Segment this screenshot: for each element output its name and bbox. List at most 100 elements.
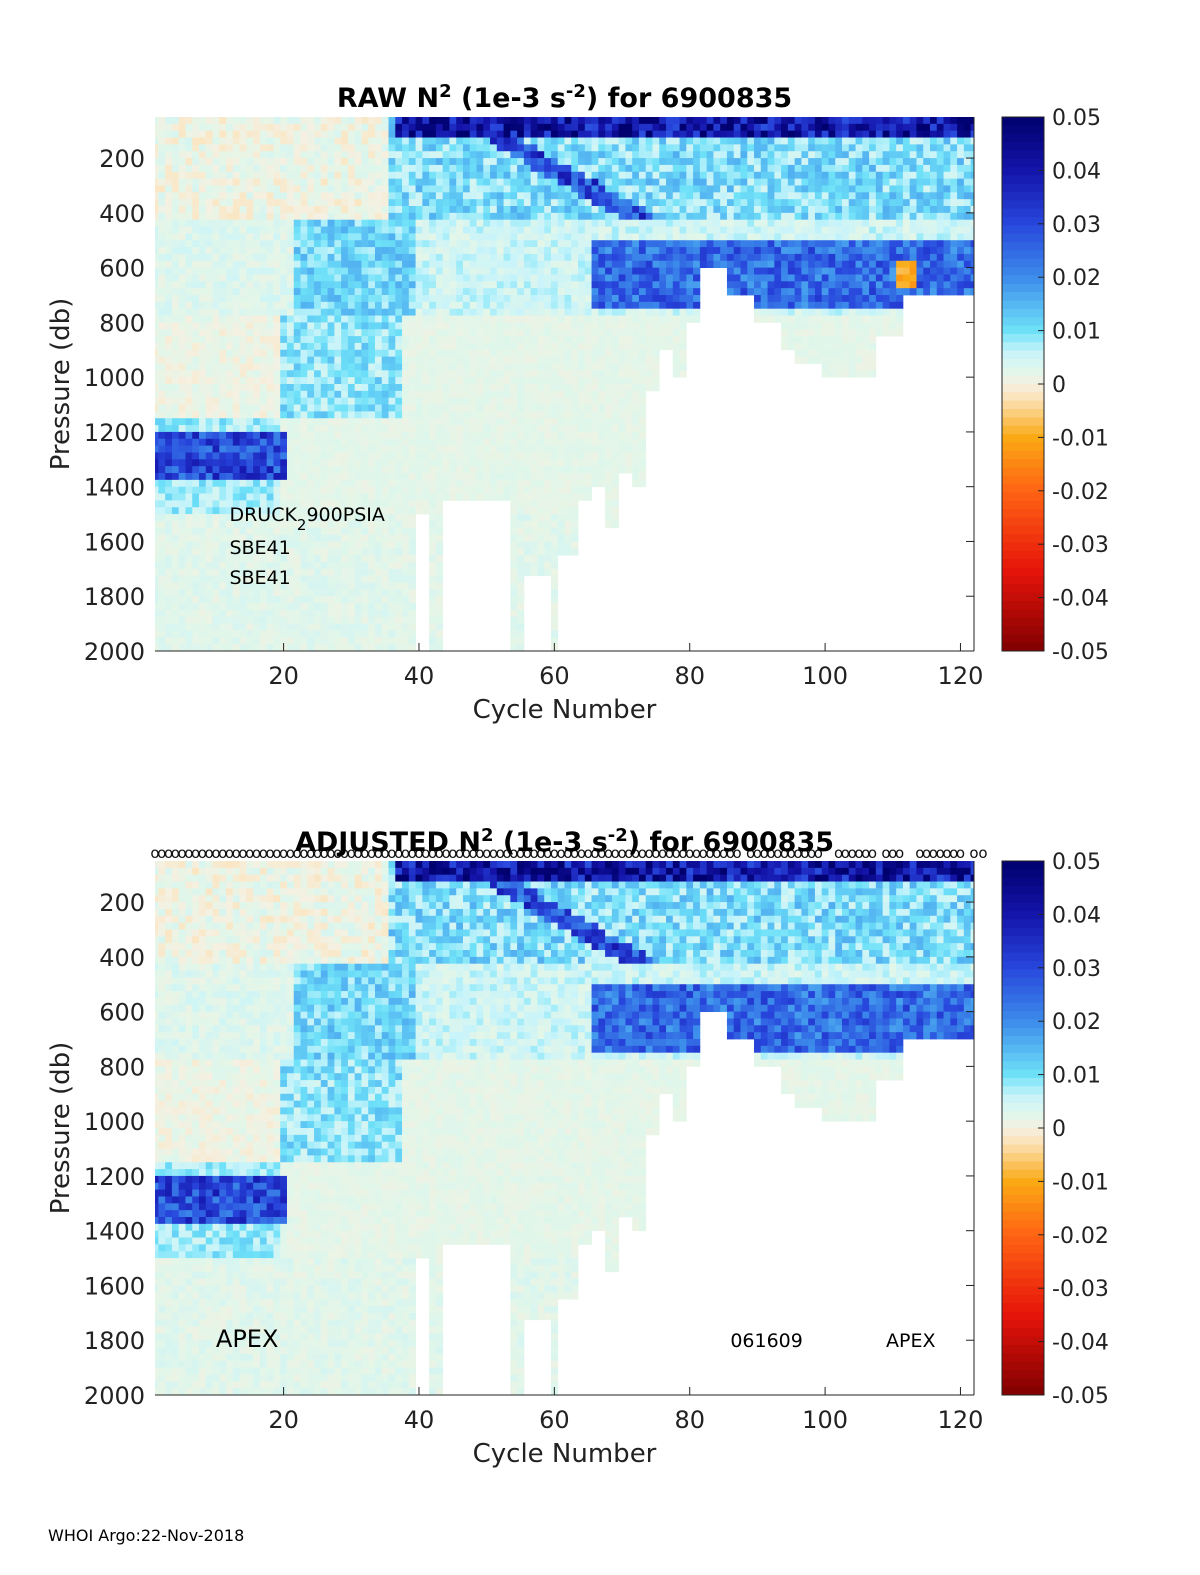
heatmap-cell (226, 624, 233, 631)
heatmap-cell (185, 446, 192, 453)
heatmap-cell (219, 131, 226, 138)
heatmap-cell (429, 466, 436, 473)
heatmap-cell (368, 233, 375, 240)
heatmap-cell (477, 370, 484, 377)
heatmap-cell (558, 322, 565, 329)
heatmap-cell (348, 213, 355, 220)
heatmap-cell (416, 309, 423, 316)
heatmap-cell (375, 158, 382, 165)
heatmap-cell (368, 144, 375, 151)
heatmap-cell (416, 295, 423, 302)
heatmap-cell (260, 336, 267, 343)
heatmap-cell (544, 405, 551, 412)
heatmap-cell (510, 452, 517, 459)
heatmap-cell (510, 117, 517, 124)
heatmap-cell (375, 459, 382, 466)
heatmap-cell (619, 405, 626, 412)
heatmap-cell (449, 309, 456, 316)
heatmap-cell (443, 459, 450, 466)
heatmap-cell (219, 480, 226, 487)
heatmap-cell (267, 487, 274, 494)
heatmap-cell (544, 261, 551, 268)
heatmap-cell (517, 473, 524, 480)
heatmap-cell (314, 377, 321, 384)
heatmap-cell (490, 199, 497, 206)
heatmap-cell (517, 398, 524, 405)
heatmap-cell (531, 535, 538, 542)
heatmap-cell (612, 199, 619, 206)
heatmap-cell (267, 370, 274, 377)
heatmap-cell (619, 343, 626, 350)
heatmap-cell (341, 562, 348, 569)
heatmap-cell (402, 405, 409, 412)
heatmap-cell (219, 151, 226, 158)
heatmap-cell (531, 124, 538, 131)
heatmap-cell (206, 576, 213, 583)
heatmap-cell (355, 117, 362, 124)
heatmap-cell (429, 370, 436, 377)
heatmap-cell (436, 281, 443, 288)
heatmap-cell (375, 596, 382, 603)
heatmap-cell (470, 117, 477, 124)
heatmap-cell (233, 268, 240, 275)
heatmap-cell (219, 576, 226, 583)
heatmap-cell (213, 589, 220, 596)
heatmap-cell (510, 295, 517, 302)
heatmap-cell (470, 439, 477, 446)
heatmap-cell (551, 569, 558, 576)
heatmap-cell (321, 124, 328, 131)
heatmap-cell (267, 391, 274, 398)
heatmap-cell (443, 405, 450, 412)
heatmap-cell (389, 521, 396, 528)
heatmap-cell (219, 302, 226, 309)
heatmap-cell (443, 240, 450, 247)
heatmap-cell (273, 309, 280, 316)
heatmap-cell (510, 220, 517, 227)
heatmap-cell (504, 138, 511, 145)
heatmap-cell (578, 144, 585, 151)
heatmap-cell (267, 124, 274, 131)
heatmap-cell (619, 329, 626, 336)
heatmap-cell (321, 617, 328, 624)
heatmap-cell (477, 288, 484, 295)
heatmap-cell (199, 309, 206, 316)
heatmap-cell (368, 206, 375, 213)
heatmap-cell (192, 583, 199, 590)
heatmap-cell (260, 418, 267, 425)
heatmap-cell (233, 138, 240, 145)
heatmap-cell (294, 487, 301, 494)
heatmap-cell (246, 179, 253, 186)
heatmap-cell (571, 535, 578, 542)
heatmap-cell (280, 363, 287, 370)
heatmap-cell (348, 336, 355, 343)
heatmap-cell (490, 322, 497, 329)
heatmap-cell (219, 487, 226, 494)
heatmap-cell (389, 541, 396, 548)
heatmap-cell (341, 494, 348, 501)
heatmap-cell (395, 596, 402, 603)
heatmap-cell (456, 158, 463, 165)
heatmap-cell (517, 452, 524, 459)
heatmap-cell (619, 418, 626, 425)
heatmap-cell (294, 117, 301, 124)
heatmap-cell (402, 637, 409, 644)
heatmap-cell (524, 233, 531, 240)
heatmap-cell (314, 363, 321, 370)
heatmap-cell (510, 363, 517, 370)
heatmap-cell (361, 144, 368, 151)
heatmap-cell (206, 432, 213, 439)
heatmap-cell (395, 644, 402, 651)
heatmap-cell (619, 452, 626, 459)
heatmap-cell (422, 288, 429, 295)
heatmap-cell (510, 637, 517, 644)
heatmap-cell (470, 261, 477, 268)
heatmap-cell (348, 179, 355, 186)
heatmap-cell (341, 233, 348, 240)
heatmap-cell (510, 343, 517, 350)
heatmap-cell (490, 172, 497, 179)
heatmap-cell (314, 151, 321, 158)
heatmap-cell (368, 425, 375, 432)
heatmap-cell (531, 363, 538, 370)
heatmap-cell (267, 528, 274, 535)
heatmap-cell (490, 274, 497, 281)
